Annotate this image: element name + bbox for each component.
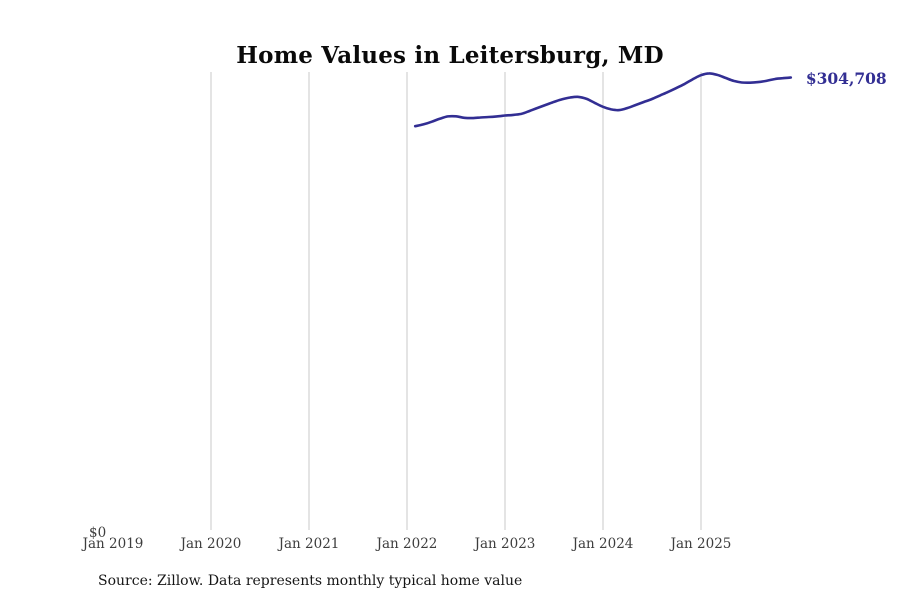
y-axis-zero-label: $0 xyxy=(89,525,107,541)
source-note: Source: Zillow. Data represents monthly … xyxy=(98,573,523,589)
x-axis-tick-label: Jan 2020 xyxy=(180,536,242,552)
x-axis-tick-label: Jan 2024 xyxy=(572,536,634,552)
x-axis-tick-label: Jan 2021 xyxy=(278,536,340,552)
x-axis-tick-label: Jan 2023 xyxy=(474,536,536,552)
x-axis-tick-label: Jan 2019 xyxy=(82,536,144,552)
x-axis-tick-label: Jan 2022 xyxy=(376,536,438,552)
latest-value-label: $304,708 xyxy=(805,68,887,88)
chart-title: Home Values in Leitersburg, MD xyxy=(236,42,664,70)
home-value-line xyxy=(413,72,793,128)
x-axis-tick-label: Jan 2025 xyxy=(670,536,732,552)
